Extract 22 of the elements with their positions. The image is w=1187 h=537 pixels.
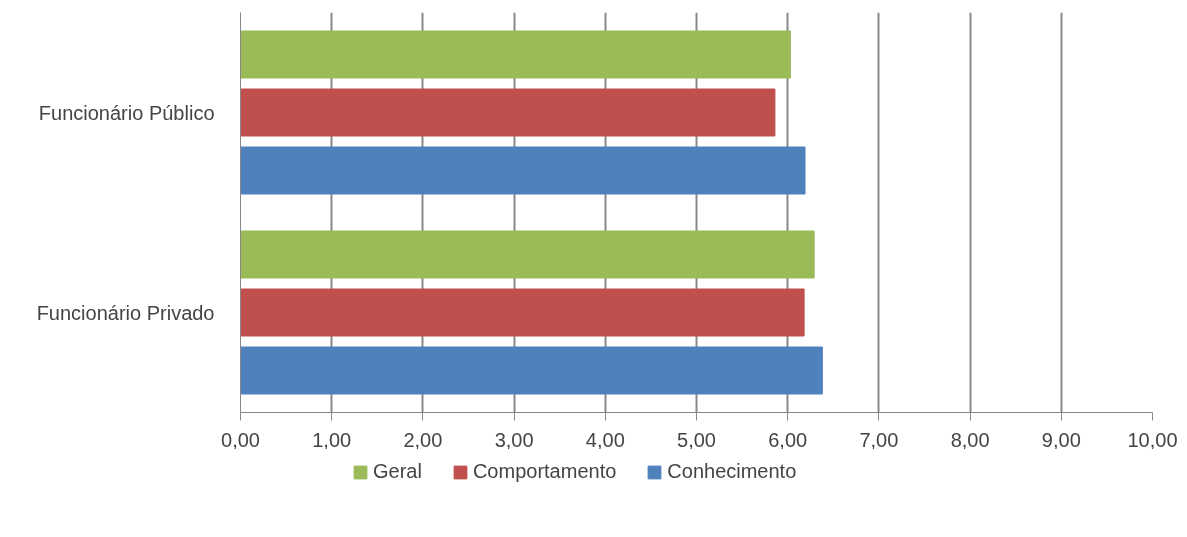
bar: [240, 346, 823, 395]
legend-label: Comportamento: [472, 460, 617, 483]
x-tick-label: 9,00: [1041, 428, 1081, 451]
x-tick-label: 2,00: [403, 428, 443, 451]
bar: [240, 30, 791, 79]
x-tick-label: 5,00: [677, 428, 716, 451]
legend-label: Conhecimento: [667, 460, 797, 483]
x-tick-label: 0,00: [221, 428, 260, 451]
y-tick-label: Funcionário Público: [38, 101, 215, 124]
y-tick-label: Funcionário Privado: [36, 301, 215, 324]
x-tick-label: 4,00: [585, 428, 625, 451]
bar: [240, 230, 815, 279]
legend-label: Geral: [373, 460, 422, 483]
x-tick-label: 1,00: [312, 428, 352, 451]
x-tick-label: 10,00: [1127, 428, 1178, 451]
bar: [240, 288, 805, 337]
bar: [240, 88, 776, 137]
x-tick-label: 7,00: [859, 428, 899, 451]
bar: [240, 146, 806, 195]
x-tick-label: 6,00: [768, 428, 808, 451]
x-tick-label: 8,00: [950, 428, 990, 451]
x-tick-label: 3,00: [494, 428, 534, 451]
